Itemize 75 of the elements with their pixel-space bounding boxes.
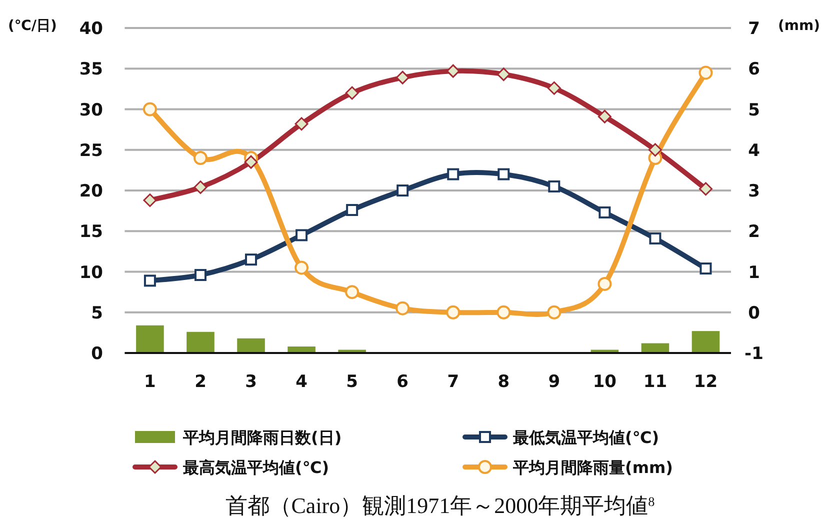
y2-tick-label: 5: [748, 100, 760, 120]
point: [598, 276, 612, 291]
point: [143, 194, 157, 207]
point: [548, 180, 560, 192]
y-tick-label: 10: [79, 262, 104, 283]
x-tick-label: 8: [498, 372, 510, 392]
y2-tick-label: 6: [748, 60, 760, 80]
x-tick-label: 12: [694, 372, 718, 392]
legend-label: 最低気温平均値(℃): [512, 428, 659, 447]
y-tick-label: 15: [79, 222, 103, 242]
y-tick-label: 40: [79, 19, 104, 39]
y2-tick-label: 7: [748, 19, 760, 39]
point: [346, 204, 358, 216]
bar: [237, 338, 265, 353]
y2-tick-label: 1: [748, 262, 760, 283]
point: [498, 168, 510, 180]
x-tick-label: 10: [592, 372, 617, 392]
text: 首都（Cairo）観測1971年～2000年期平均値$^{8}$: [225, 493, 656, 518]
legend-label: 最高気温平均値(℃): [182, 458, 329, 477]
x-tick-label: 7: [447, 372, 460, 392]
point: [296, 229, 308, 242]
y-tick-label: 5: [91, 303, 103, 324]
point: [446, 64, 460, 78]
bar: [136, 325, 164, 353]
y-tick-label: 20: [79, 182, 104, 202]
point: [698, 182, 712, 196]
y-tick-label: 25: [79, 140, 103, 161]
bar: [186, 332, 214, 353]
point: [496, 305, 511, 320]
point: [244, 155, 258, 169]
y2-tick-label: 3: [748, 182, 760, 202]
legend-label: 平均月間降雨量(mm): [512, 458, 673, 477]
point: [649, 232, 662, 244]
y2-axis-title: (mm): [778, 18, 820, 34]
point: [144, 274, 156, 287]
point: [194, 180, 208, 194]
y-axis-title: (℃/日): [8, 18, 57, 34]
point: [142, 102, 157, 116]
x-tick-label: 6: [396, 372, 409, 392]
point: [245, 254, 258, 266]
point: [547, 305, 562, 320]
point: [598, 110, 612, 124]
point: [547, 81, 561, 95]
bar: [692, 331, 720, 353]
x-tick-label: 4: [296, 372, 308, 392]
point: [345, 86, 359, 100]
point: [496, 68, 510, 82]
legend-label: 平均月間降雨日数(日): [182, 428, 342, 447]
point: [700, 262, 712, 274]
x-tick-label: 9: [548, 372, 560, 392]
y-tick-label: 30: [79, 100, 104, 120]
point: [294, 117, 308, 131]
point: [193, 151, 208, 165]
x-tick-label: 5: [346, 372, 358, 392]
x-tick-label: 2: [194, 372, 206, 392]
point: [446, 305, 460, 320]
x-tick-label: 1: [144, 372, 156, 392]
point: [396, 301, 410, 316]
point: [598, 206, 611, 218]
y-tick-label: 0: [91, 344, 104, 364]
y2-tick-label: 4: [748, 140, 760, 161]
x-tick-label: 11: [643, 372, 668, 392]
point: [294, 260, 309, 275]
point: [345, 285, 360, 300]
y2-tick-label: 2: [748, 222, 760, 242]
y2-tick-label: -1: [744, 344, 764, 364]
point: [194, 269, 206, 281]
point: [396, 184, 409, 196]
y2-tick-label: 0: [748, 303, 760, 324]
x-tick-label: 3: [245, 372, 257, 392]
point: [648, 143, 662, 157]
point: [447, 168, 460, 180]
y-tick-label: 35: [79, 60, 103, 80]
point: [698, 66, 713, 80]
point: [396, 70, 410, 84]
